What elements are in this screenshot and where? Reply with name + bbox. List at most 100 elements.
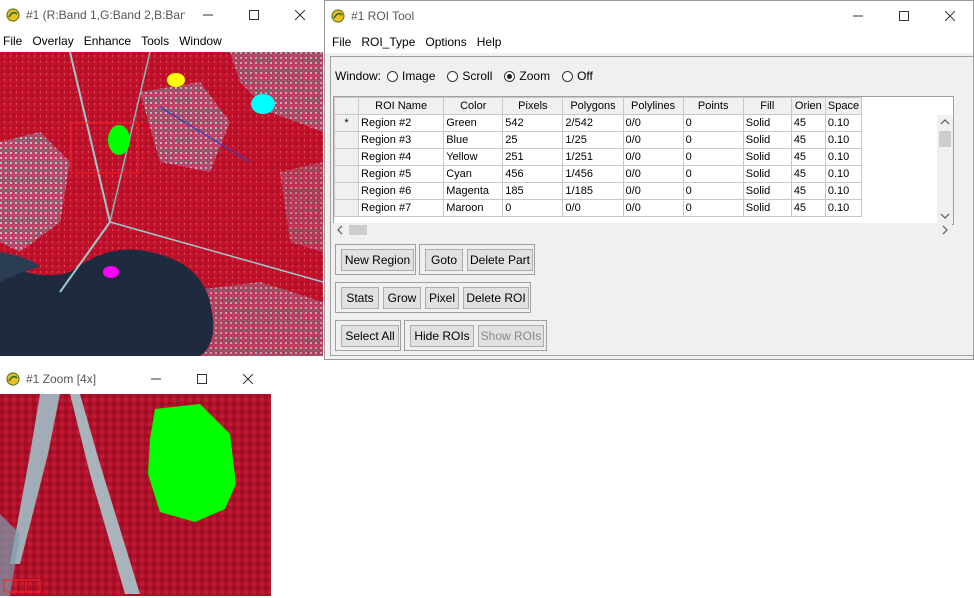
cell[interactable]: Region #4 [358, 148, 445, 166]
cell[interactable]: 45 [790, 148, 826, 166]
cell[interactable]: Solid [742, 165, 792, 183]
cell[interactable]: 185 [502, 182, 564, 200]
scroll-down-icon[interactable] [937, 209, 953, 223]
table-row[interactable]: Region #6 Magenta 185 1/185 0/0 0 Solid … [334, 182, 863, 200]
row-header[interactable] [334, 199, 360, 217]
cell[interactable]: 0.10 [824, 182, 863, 200]
table-row[interactable]: Region #4 Yellow 251 1/251 0/0 0 Solid 4… [334, 148, 863, 166]
col-header-points[interactable]: Points [682, 97, 744, 115]
cell[interactable]: 0 [682, 148, 744, 166]
cell[interactable]: Solid [742, 131, 792, 149]
table-row[interactable]: Region #7 Maroon 0 0/0 0/0 0 Solid 45 0.… [334, 199, 863, 217]
close-icon[interactable] [225, 364, 271, 394]
cell[interactable]: 1/25 [562, 131, 624, 149]
cell[interactable]: 1/185 [562, 182, 624, 200]
cell[interactable]: 0/0 [622, 182, 684, 200]
cell[interactable]: Maroon [443, 199, 504, 217]
maximize-icon[interactable] [179, 364, 225, 394]
maximize-icon[interactable] [881, 1, 927, 31]
cell[interactable]: 45 [790, 114, 826, 132]
cell[interactable]: 1/251 [562, 148, 624, 166]
radio-scroll[interactable]: Scroll [447, 69, 492, 83]
menu-overlay[interactable]: Overlay [32, 34, 74, 48]
col-header-pixels[interactable]: Pixels [502, 97, 564, 115]
menu-file[interactable]: File [3, 34, 23, 48]
zoom-window-titlebar[interactable]: #1 Zoom [4x] [0, 364, 271, 394]
cell[interactable]: 0.10 [824, 199, 863, 217]
cell[interactable]: 0 [502, 199, 564, 217]
cell[interactable]: Solid [742, 148, 792, 166]
cell[interactable]: 45 [790, 199, 826, 217]
cell[interactable]: 0 [682, 182, 744, 200]
cell[interactable]: 0/0 [622, 199, 684, 217]
col-header-polygons[interactable]: Polygons [562, 97, 624, 115]
col-header-roi-name[interactable]: ROI Name [358, 97, 445, 115]
close-icon[interactable] [277, 0, 323, 30]
cell[interactable]: 0.10 [824, 165, 863, 183]
cell[interactable]: 456 [502, 165, 564, 183]
cell[interactable]: Solid [742, 199, 792, 217]
close-icon[interactable] [927, 1, 973, 31]
image-window-titlebar[interactable]: #1 (R:Band 1,G:Band 2,B:Ban... [0, 0, 323, 30]
select-all-button[interactable]: Select All [341, 324, 399, 347]
goto-button[interactable]: Goto [425, 248, 463, 271]
table-row[interactable]: Region #3 Blue 25 1/25 0/0 0 Solid 45 0.… [334, 131, 863, 149]
zoom-image-view[interactable] [0, 394, 271, 596]
cell[interactable]: 0 [682, 199, 744, 217]
minimize-icon[interactable] [133, 364, 179, 394]
cell[interactable]: 0/0 [562, 199, 624, 217]
cell[interactable]: 0/0 [622, 114, 684, 132]
cell[interactable]: Cyan [443, 165, 504, 183]
cell[interactable]: 45 [790, 182, 826, 200]
maximize-icon[interactable] [231, 0, 277, 30]
row-header[interactable] [334, 165, 360, 183]
vertical-scrollbar[interactable] [937, 115, 953, 223]
delete-roi-button[interactable]: Delete ROI [463, 286, 529, 309]
horizontal-scrollbar[interactable] [333, 223, 952, 237]
cell[interactable]: 0/0 [622, 148, 684, 166]
cell[interactable]: Magenta [443, 182, 504, 200]
cell[interactable]: 0.10 [824, 148, 863, 166]
cell[interactable]: Region #2 [358, 114, 445, 132]
cell[interactable]: 25 [502, 131, 564, 149]
radio-off[interactable]: Off [562, 69, 593, 83]
row-header[interactable] [334, 131, 360, 149]
cell[interactable]: 0/0 [622, 131, 684, 149]
table-row[interactable]: * Region #2 Green 542 2/542 0/0 0 Solid … [334, 114, 863, 132]
cell[interactable]: 542 [502, 114, 564, 132]
horizontal-scrollbar-thumb[interactable] [349, 225, 367, 235]
cell[interactable]: Region #5 [358, 165, 445, 183]
table-row[interactable]: Region #5 Cyan 456 1/456 0/0 0 Solid 45 … [334, 165, 863, 183]
row-header[interactable] [334, 148, 360, 166]
cell[interactable]: Region #7 [358, 199, 445, 217]
col-header-orien[interactable]: Orien [790, 97, 826, 115]
menu-file[interactable]: File [332, 35, 352, 49]
menu-options[interactable]: Options [425, 35, 467, 49]
minimize-icon[interactable] [835, 1, 881, 31]
cell[interactable]: 1/456 [562, 165, 624, 183]
radio-image[interactable]: Image [387, 69, 435, 83]
cell[interactable]: Solid [742, 182, 792, 200]
menu-enhance[interactable]: Enhance [83, 34, 132, 48]
roi-tool-titlebar[interactable]: #1 ROI Tool [325, 1, 973, 31]
cell[interactable]: 45 [790, 131, 826, 149]
menu-window[interactable]: Window [179, 34, 222, 48]
cell[interactable]: 0 [682, 165, 744, 183]
hide-rois-button[interactable]: Hide ROIs [410, 324, 474, 347]
cell[interactable]: 0/0 [622, 165, 684, 183]
radio-zoom[interactable]: Zoom [504, 69, 550, 83]
scroll-right-icon[interactable] [938, 223, 952, 237]
row-header[interactable] [334, 182, 360, 200]
cell[interactable]: 45 [790, 165, 826, 183]
scroll-up-icon[interactable] [937, 115, 953, 129]
cell[interactable]: Region #3 [358, 131, 445, 149]
row-header-current[interactable]: * [334, 114, 360, 132]
vertical-scrollbar-thumb[interactable] [939, 131, 951, 147]
cell[interactable]: 251 [502, 148, 564, 166]
minimize-icon[interactable] [185, 0, 231, 30]
cell[interactable]: 0 [682, 131, 744, 149]
cell[interactable]: 0.10 [824, 131, 863, 149]
cell[interactable]: Yellow [443, 148, 504, 166]
col-header-polylines[interactable]: Polylines [622, 97, 684, 115]
cell[interactable]: Solid [742, 114, 792, 132]
